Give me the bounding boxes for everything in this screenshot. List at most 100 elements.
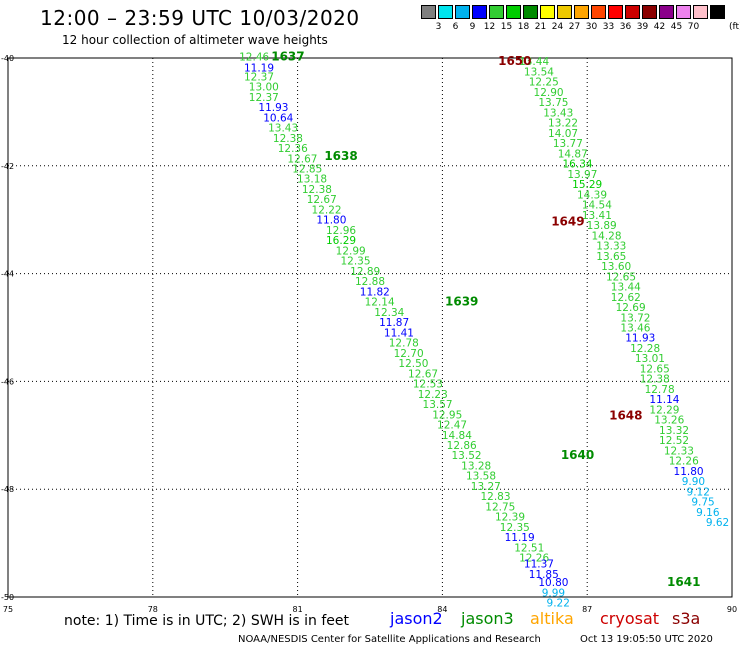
track-number-label: 1648 bbox=[609, 408, 642, 422]
wave-height-value: 13.75 bbox=[538, 97, 568, 109]
wave-height-value: 12.37 bbox=[249, 92, 279, 104]
wave-height-value: 12.35 bbox=[340, 256, 370, 268]
x-tick-label: 81 bbox=[293, 605, 303, 614]
y-tick-label: -50 bbox=[1, 593, 14, 602]
wave-height-value: 13.18 bbox=[297, 174, 327, 186]
track-number-label: 1639 bbox=[445, 295, 478, 309]
wave-height-value: 12.26 bbox=[669, 456, 699, 468]
wave-height-value: 12.67 bbox=[408, 368, 438, 380]
map-frame bbox=[7, 57, 733, 598]
wave-height-value: 11.19 bbox=[244, 63, 274, 75]
track-number-label: 1640 bbox=[561, 448, 594, 462]
color-swatch bbox=[557, 5, 572, 19]
wave-height-value: 12.65 bbox=[640, 363, 670, 375]
color-swatch bbox=[455, 5, 470, 19]
wave-height-value: 12.52 bbox=[659, 435, 689, 447]
color-scale-label: 30 bbox=[585, 22, 598, 32]
wave-height-value: 12.96 bbox=[326, 225, 356, 237]
wave-height-value: 9.90 bbox=[682, 476, 705, 488]
wave-height-value: 15.29 bbox=[572, 179, 602, 191]
wave-height-value: 9.75 bbox=[691, 497, 714, 509]
wave-height-value: 13.89 bbox=[587, 220, 617, 232]
wave-height-value: 14.54 bbox=[582, 200, 612, 212]
wave-height-value: 13.77 bbox=[553, 138, 583, 150]
wave-height-value: 13.72 bbox=[620, 312, 650, 324]
wave-height-value: 11.93 bbox=[625, 333, 655, 345]
wave-height-value: 12.38 bbox=[640, 374, 670, 386]
color-scale-label: 12 bbox=[483, 22, 496, 32]
color-swatch bbox=[676, 5, 691, 19]
wave-height-value: 13.54 bbox=[524, 66, 554, 78]
color-swatch bbox=[540, 5, 555, 19]
wave-height-value: 13.44 bbox=[519, 56, 549, 68]
wave-height-value: 11.14 bbox=[649, 394, 679, 406]
wave-height-value: 13.01 bbox=[635, 353, 665, 365]
color-swatch bbox=[591, 5, 606, 19]
wave-height-value: 12.95 bbox=[432, 409, 462, 421]
color-scale-label: 6 bbox=[452, 22, 459, 32]
color-scale-label: 39 bbox=[636, 22, 649, 32]
wave-height-value: 12.36 bbox=[278, 143, 308, 155]
wave-height-value: 11.37 bbox=[524, 559, 554, 571]
wave-height-value: 12.90 bbox=[534, 87, 564, 99]
wave-height-value: 14.28 bbox=[591, 230, 621, 242]
wave-height-value: 11.19 bbox=[505, 532, 535, 544]
wave-height-value: 9.99 bbox=[542, 588, 565, 600]
wave-height-value: 10.80 bbox=[538, 577, 568, 589]
wave-height-value: 12.37 bbox=[244, 71, 274, 83]
wave-height-value: 11.82 bbox=[360, 286, 390, 298]
wave-height-value: 12.85 bbox=[292, 163, 322, 175]
color-scale-label: 70 bbox=[687, 22, 700, 32]
x-tick-label: 87 bbox=[582, 605, 592, 614]
page-subtitle: 12 hour collection of altimeter wave hei… bbox=[62, 33, 328, 47]
wave-height-value: 16.34 bbox=[563, 159, 593, 171]
wave-height-value: 13.65 bbox=[596, 251, 626, 263]
wave-height-value: 9.22 bbox=[547, 597, 570, 609]
wave-height-value: 12.50 bbox=[398, 358, 428, 370]
track-number-label: 1649 bbox=[551, 214, 584, 228]
x-tick-label: 75 bbox=[3, 605, 13, 614]
color-swatch bbox=[659, 5, 674, 19]
y-tick-label: -42 bbox=[1, 162, 14, 171]
y-tick-label: -48 bbox=[1, 485, 14, 494]
wave-height-value: 12.99 bbox=[336, 245, 366, 257]
color-scale-label: 45 bbox=[670, 22, 683, 32]
wave-height-value: 14.87 bbox=[558, 148, 588, 160]
wave-height-value: 13.57 bbox=[423, 399, 453, 411]
wave-height-value: 12.89 bbox=[350, 266, 380, 278]
wave-height-value: 11.85 bbox=[529, 569, 559, 581]
wave-height-value: 13.58 bbox=[466, 471, 496, 483]
wave-height-value: 14.07 bbox=[548, 128, 578, 140]
wave-height-value: 13.46 bbox=[620, 323, 650, 335]
wave-height-value: 11.80 bbox=[674, 466, 704, 478]
wave-height-value: 12.38 bbox=[302, 184, 332, 196]
x-tick-label: 90 bbox=[727, 605, 737, 614]
wave-height-value: 13.32 bbox=[659, 425, 689, 437]
wave-height-value: 11.93 bbox=[258, 102, 288, 114]
page-title: 12:00 – 23:59 UTC 10/03/2020 bbox=[40, 6, 360, 30]
color-scale-label: 36 bbox=[619, 22, 632, 32]
wave-height-value: 12.47 bbox=[437, 420, 467, 432]
color-swatch bbox=[608, 5, 623, 19]
color-swatch bbox=[438, 5, 453, 19]
color-swatch bbox=[523, 5, 538, 19]
y-tick-label: -40 bbox=[1, 54, 14, 63]
wave-height-value: 13.97 bbox=[567, 169, 597, 181]
wave-height-value: 13.60 bbox=[601, 261, 631, 273]
wave-height-value: 12.33 bbox=[664, 445, 694, 457]
wave-height-value: 12.78 bbox=[645, 384, 675, 396]
wave-height-value: 13.33 bbox=[596, 241, 626, 253]
wave-height-value: 13.44 bbox=[611, 282, 641, 294]
legend-item-altika: altika bbox=[530, 609, 574, 628]
color-swatch bbox=[693, 5, 708, 19]
wave-height-value: 12.39 bbox=[495, 512, 525, 524]
wave-height-value: 12.88 bbox=[355, 276, 385, 288]
color-swatch bbox=[710, 5, 725, 19]
legend-item-jason2: jason2 bbox=[390, 609, 443, 628]
wave-height-value: 13.28 bbox=[461, 460, 491, 472]
wave-height-value: 13.00 bbox=[249, 82, 279, 94]
wave-height-value: 12.38 bbox=[273, 133, 303, 145]
color-scale-label: 18 bbox=[517, 22, 530, 32]
wave-height-value: 14.84 bbox=[442, 430, 472, 442]
wave-height-value: 13.52 bbox=[452, 450, 482, 462]
